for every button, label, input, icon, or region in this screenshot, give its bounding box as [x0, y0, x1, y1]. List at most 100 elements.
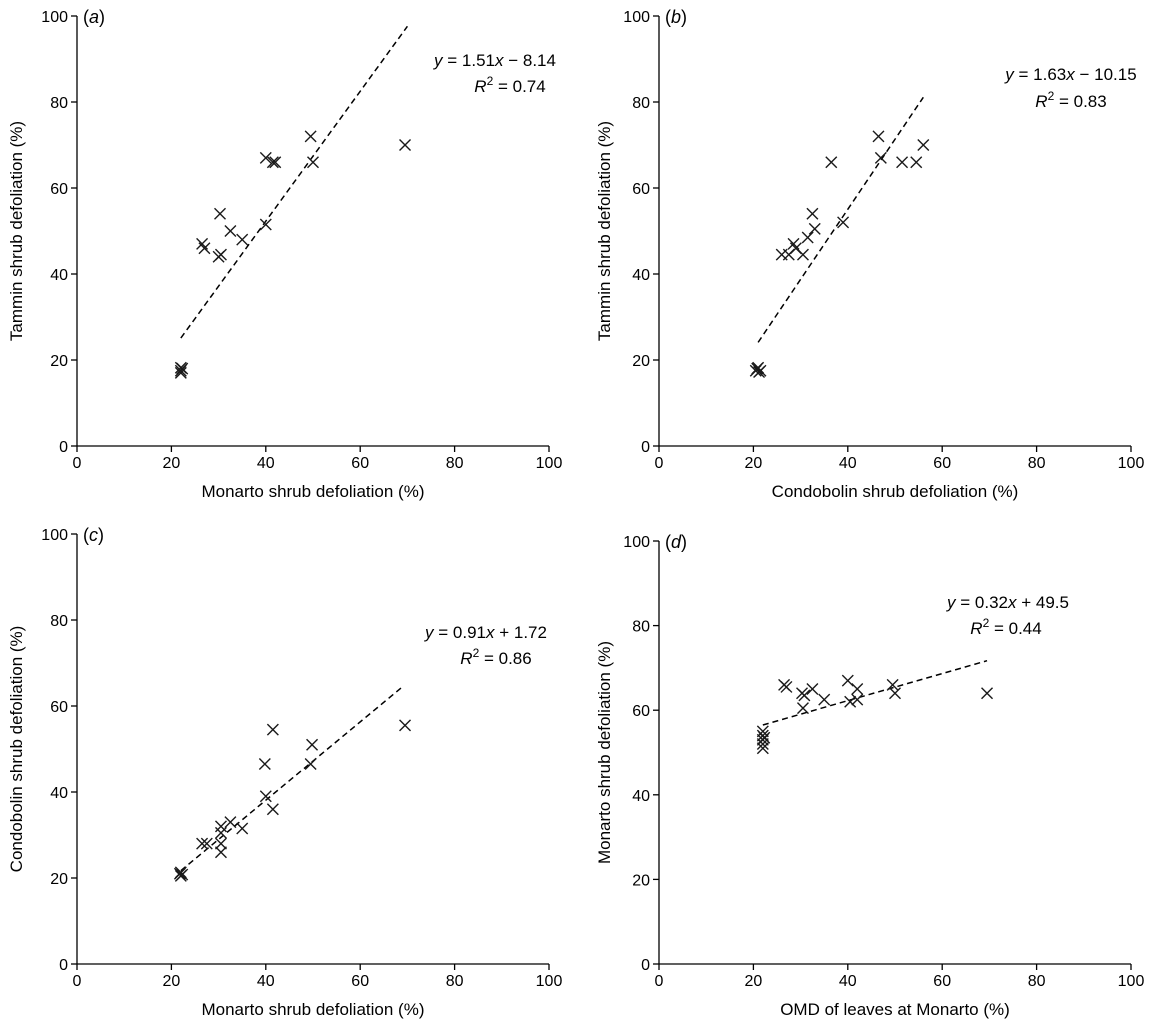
data-point — [214, 820, 227, 833]
x-tick-label: 0 — [655, 973, 664, 990]
data-point — [306, 738, 319, 751]
trendline — [180, 25, 409, 339]
y-axis-label: Condobolin shrub defoliation (%) — [7, 626, 26, 873]
y-tick-label: 100 — [623, 9, 650, 26]
y-tick-label: 60 — [632, 703, 650, 720]
data-point — [200, 837, 213, 850]
x-tick-label: 60 — [933, 973, 951, 990]
regression-equation: y = 1.63x − 10.15 — [1004, 65, 1136, 84]
y-tick-label: 100 — [41, 9, 68, 26]
data-point — [780, 680, 793, 693]
data-point — [236, 233, 249, 246]
y-tick-label: 20 — [632, 872, 650, 889]
data-point — [266, 723, 279, 736]
data-point — [304, 758, 317, 771]
trendline — [180, 686, 404, 872]
data-point — [304, 130, 317, 143]
x-tick-label: 0 — [655, 455, 664, 472]
trendline — [762, 659, 988, 726]
y-axis-label: Monarto shrub defoliation (%) — [595, 641, 614, 864]
panel-a: 0 20 40 60 80 100 0 20 40 60 80 100 (a) Monarto shrub… — [7, 7, 562, 501]
data-point — [874, 151, 887, 164]
y-tick-label: 40 — [50, 785, 68, 802]
x-tick-label: 100 — [536, 973, 563, 990]
x-tick-label: 40 — [257, 455, 275, 472]
y-tick-label: 100 — [623, 534, 650, 551]
data-point — [196, 837, 209, 850]
data-point — [307, 156, 319, 169]
y-tick-label: 0 — [59, 439, 68, 456]
data-point — [399, 719, 412, 732]
y-tick-label: 80 — [50, 95, 68, 112]
y-tick-label: 40 — [50, 267, 68, 284]
y-tick-label: 20 — [632, 353, 650, 370]
data-point — [266, 803, 279, 816]
data-point — [399, 139, 412, 151]
panel-label: (b) — [665, 7, 687, 27]
y-tick-label: 0 — [641, 957, 650, 974]
data-point — [266, 156, 279, 169]
data-point — [796, 248, 809, 261]
data-point — [259, 790, 272, 803]
regression-equation: y = 0.32x + 49.5 — [946, 593, 1069, 612]
y-tick-label: 60 — [632, 181, 650, 198]
regression-equation: y = 1.51x − 8.14 — [433, 51, 556, 70]
data-point — [886, 678, 899, 691]
data-point — [269, 156, 282, 169]
data-point — [896, 156, 909, 169]
panel-label: (c) — [83, 525, 104, 545]
data-point — [825, 156, 838, 169]
data-point — [910, 156, 923, 169]
r-squared: R2 = 0.83 — [1035, 89, 1106, 111]
x-axis-label: Condobolin shrub defoliation (%) — [772, 482, 1019, 501]
data-point — [851, 683, 864, 696]
data-point — [801, 231, 814, 244]
y-tick-label: 80 — [50, 613, 68, 630]
x-tick-label: 80 — [446, 455, 464, 472]
data-point — [259, 218, 272, 231]
data-point — [844, 695, 857, 708]
x-tick-label: 100 — [1118, 973, 1145, 990]
r-squared: R2 = 0.86 — [460, 646, 531, 668]
x-tick-label: 20 — [163, 455, 181, 472]
x-tick-label: 100 — [1118, 455, 1145, 472]
data-point — [214, 837, 227, 850]
panel-b: 0 20 40 60 80 100 0 20 40 60 80 100 (b) Condobolin sh… — [595, 7, 1144, 501]
data-point — [806, 683, 819, 696]
x-tick-label: 100 — [536, 455, 563, 472]
data-point — [758, 731, 771, 744]
x-tick-label: 20 — [745, 455, 763, 472]
y-tick-label: 0 — [59, 957, 68, 974]
y-axis-label: Tammin shrub defoliation (%) — [7, 121, 26, 341]
x-tick-label: 40 — [839, 455, 857, 472]
data-point — [214, 207, 227, 220]
x-tick-label: 40 — [839, 973, 857, 990]
x-axis-label: OMD of leaves at Monarto (%) — [780, 1000, 1010, 1019]
y-tick-label: 20 — [50, 871, 68, 888]
x-tick-label: 40 — [257, 973, 275, 990]
data-point — [173, 867, 186, 880]
data-point — [808, 222, 821, 235]
data-point — [236, 822, 249, 835]
data-point — [796, 702, 809, 715]
data-point — [787, 237, 800, 250]
regression-equation: y = 0.91x + 1.72 — [424, 623, 547, 642]
panel-label: (a) — [83, 7, 105, 27]
x-tick-label: 0 — [73, 455, 82, 472]
x-axis-label: Monarto shrub defoliation (%) — [201, 482, 424, 501]
data-point — [806, 207, 819, 220]
data-point — [198, 242, 211, 255]
y-tick-label: 100 — [41, 527, 68, 544]
panel-d: 0 20 40 60 80 100 0 20 40 60 80 100 (d) OMD of leaves… — [595, 532, 1144, 1019]
data-point — [818, 693, 831, 706]
x-tick-label: 20 — [163, 973, 181, 990]
x-tick-label: 80 — [1028, 455, 1046, 472]
y-axis-label: Tammin shrub defoliation (%) — [595, 121, 614, 341]
data-point — [981, 687, 994, 700]
data-point — [917, 139, 930, 151]
data-point — [224, 816, 237, 829]
data-point — [756, 742, 769, 755]
y-tick-label: 40 — [632, 788, 650, 805]
y-tick-label: 20 — [50, 353, 68, 370]
y-tick-label: 60 — [50, 699, 68, 716]
